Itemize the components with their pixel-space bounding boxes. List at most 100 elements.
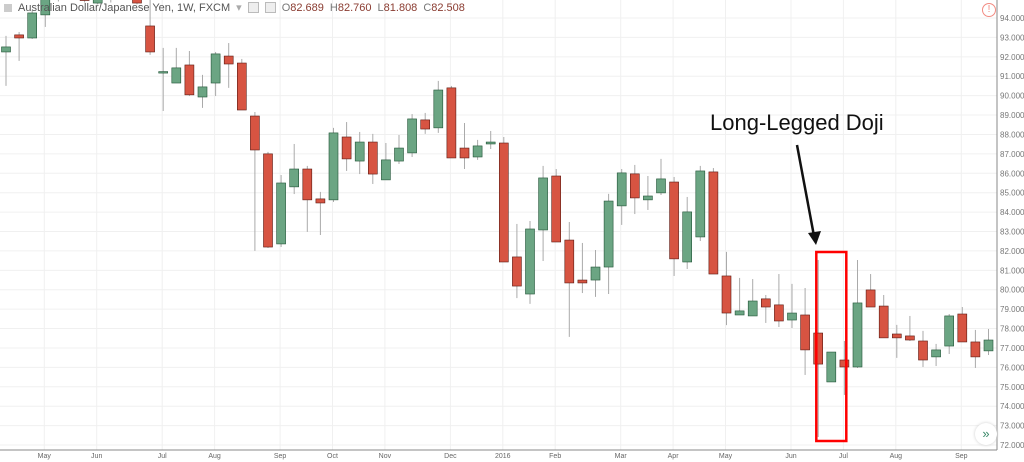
candle-body bbox=[197, 86, 208, 98]
candle bbox=[184, 50, 195, 97]
candle-body bbox=[210, 53, 221, 84]
candle-body bbox=[132, 0, 142, 4]
candle bbox=[708, 168, 719, 275]
candle bbox=[354, 131, 365, 175]
candle-body bbox=[629, 173, 640, 199]
candle-body bbox=[721, 275, 732, 314]
settings-icon[interactable] bbox=[247, 2, 259, 13]
y-tick-label: 86.000 bbox=[1000, 169, 1024, 178]
candle bbox=[682, 196, 693, 269]
candle-body bbox=[498, 142, 509, 263]
candle-body bbox=[263, 153, 273, 248]
candle-body bbox=[656, 178, 666, 194]
candle-body bbox=[433, 89, 444, 129]
candle-body bbox=[944, 315, 955, 347]
candle-body bbox=[813, 332, 824, 365]
annotation-arrow bbox=[795, 144, 816, 237]
candle-body bbox=[512, 256, 522, 287]
candle-body bbox=[92, 0, 103, 4]
hide-icon[interactable] bbox=[264, 2, 276, 13]
candle bbox=[237, 58, 247, 111]
candle-body bbox=[223, 55, 234, 65]
x-tick-label: Apr bbox=[668, 453, 680, 460]
candle-body bbox=[905, 335, 915, 341]
candle-body bbox=[27, 12, 38, 39]
candle-body bbox=[931, 349, 941, 358]
y-tick-label: 79.000 bbox=[1000, 305, 1024, 314]
candle-body bbox=[551, 175, 562, 243]
candle bbox=[774, 274, 784, 328]
y-tick-label: 84.000 bbox=[1000, 208, 1024, 217]
candle bbox=[498, 136, 509, 263]
collapse-icon[interactable] bbox=[4, 3, 12, 12]
candle-body bbox=[983, 339, 994, 352]
candle-body bbox=[669, 181, 679, 260]
candle-body bbox=[774, 304, 784, 322]
y-tick-label: 82.000 bbox=[1000, 247, 1024, 256]
candle bbox=[381, 143, 391, 181]
candle bbox=[512, 223, 522, 299]
y-tick-label: 89.000 bbox=[1000, 111, 1024, 120]
x-tick-label: Jul bbox=[158, 453, 167, 460]
candle bbox=[171, 47, 182, 84]
ohlc-open: O82.689 bbox=[281, 1, 324, 14]
candle-body bbox=[237, 62, 247, 111]
candle-body bbox=[407, 118, 417, 154]
candle-body bbox=[891, 333, 902, 339]
candle-body bbox=[957, 313, 968, 343]
candle bbox=[800, 287, 810, 375]
candle bbox=[40, 0, 51, 27]
candle bbox=[525, 221, 535, 304]
y-tick-label: 73.000 bbox=[1000, 422, 1024, 431]
candle bbox=[538, 165, 548, 262]
candle-body bbox=[525, 228, 535, 295]
symbol-title[interactable]: Australian Dollar/Japanese Yen, 1W, FXCM bbox=[18, 1, 231, 14]
candle bbox=[472, 139, 483, 160]
candle bbox=[931, 343, 941, 367]
candle-body bbox=[158, 71, 168, 74]
candle-body bbox=[381, 159, 391, 181]
candle-body bbox=[616, 172, 627, 207]
candle bbox=[79, 0, 90, 3]
candle bbox=[551, 169, 562, 243]
candle bbox=[132, 0, 142, 5]
candle-body bbox=[472, 145, 483, 158]
candle-body bbox=[394, 147, 404, 162]
candle bbox=[852, 260, 863, 368]
candle-body bbox=[852, 302, 863, 368]
candle bbox=[14, 31, 24, 61]
candle-body bbox=[760, 298, 771, 308]
x-tick-label: Aug bbox=[890, 453, 903, 460]
candle-body bbox=[918, 340, 928, 361]
candle bbox=[760, 294, 771, 323]
x-tick-label: 2016 bbox=[495, 453, 511, 460]
candle bbox=[826, 351, 837, 383]
candle bbox=[839, 340, 850, 395]
alert-icon[interactable]: ! bbox=[982, 3, 996, 17]
x-tick-label: Jun bbox=[785, 453, 796, 460]
scroll-to-realtime-icon[interactable]: » bbox=[975, 423, 997, 445]
candle bbox=[1, 35, 11, 86]
x-tick-label: Aug bbox=[208, 453, 221, 460]
candle-body bbox=[315, 198, 326, 204]
candle bbox=[813, 260, 824, 438]
y-tick-label: 85.000 bbox=[1000, 189, 1024, 198]
annotation-label: Long-Legged Doji bbox=[710, 110, 884, 135]
candle bbox=[577, 242, 588, 294]
candle bbox=[145, 0, 155, 55]
y-tick-label: 83.000 bbox=[1000, 228, 1024, 237]
candle bbox=[957, 307, 968, 343]
candle-body bbox=[708, 171, 719, 275]
candle bbox=[643, 175, 653, 210]
y-tick-label: 88.000 bbox=[1000, 130, 1024, 139]
candle-body bbox=[40, 0, 51, 16]
candle bbox=[721, 251, 732, 326]
dropdown-icon[interactable]: ▾ bbox=[236, 2, 242, 14]
y-tick-label: 74.000 bbox=[1000, 402, 1024, 411]
candle-body bbox=[341, 136, 352, 160]
candle-body bbox=[446, 87, 457, 159]
x-tick-label: Oct bbox=[327, 453, 338, 460]
candle bbox=[394, 135, 404, 164]
x-tick-label: Feb bbox=[549, 453, 561, 460]
